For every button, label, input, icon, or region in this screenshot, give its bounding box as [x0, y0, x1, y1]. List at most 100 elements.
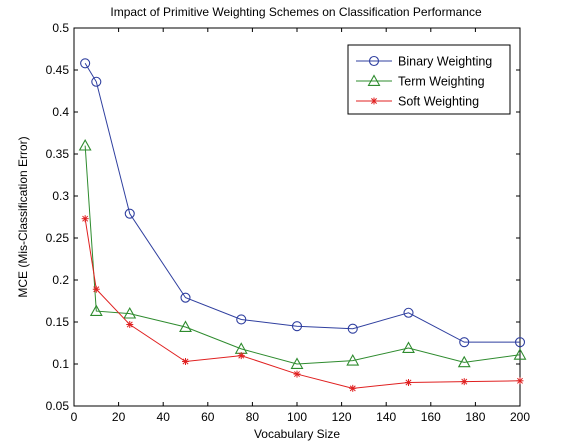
- x-tick-label: 180: [465, 410, 485, 424]
- data-point: [293, 370, 301, 378]
- x-tick-label: 120: [332, 410, 352, 424]
- circle-marker: [368, 55, 380, 67]
- data-point: [124, 208, 135, 219]
- y-tick-label: 0.5: [52, 21, 69, 35]
- star-marker: [405, 378, 412, 386]
- star-marker: [516, 377, 524, 385]
- series-line: [84, 63, 520, 343]
- triangle-marker: [513, 348, 527, 360]
- star-marker: [370, 97, 378, 105]
- circle-marker: [403, 307, 414, 318]
- star-marker: [460, 378, 468, 386]
- triangle-marker: [367, 74, 381, 86]
- data-point: [514, 337, 526, 348]
- x-tick-label: 80: [246, 410, 260, 424]
- x-tick-label: 0: [71, 410, 78, 424]
- circle-marker: [347, 323, 358, 334]
- series-term-weighting: [78, 138, 527, 369]
- data-point: [403, 307, 414, 318]
- data-point: [457, 355, 471, 368]
- legend-entry: Soft Weighting: [356, 95, 479, 109]
- circle-marker: [514, 337, 526, 348]
- triangle-marker: [89, 304, 103, 317]
- star-marker: [349, 384, 357, 392]
- data-point: [290, 357, 304, 369]
- circle-marker: [236, 314, 247, 325]
- series-soft-weighting: [81, 215, 524, 392]
- data-point: [291, 321, 303, 332]
- y-tick-label: 0.15: [46, 315, 70, 329]
- data-point: [349, 384, 357, 392]
- data-point: [516, 377, 524, 385]
- star-marker: [92, 285, 100, 293]
- triangle-marker: [457, 355, 471, 368]
- circle-marker: [91, 76, 102, 87]
- triangle-marker: [78, 138, 92, 151]
- data-point: [180, 292, 191, 303]
- data-point: [346, 354, 360, 366]
- data-point: [89, 304, 103, 317]
- y-tick-label: 0.4: [52, 105, 69, 119]
- data-point: [459, 337, 470, 348]
- y-tick-label: 0.45: [46, 63, 70, 77]
- y-tick-label: 0.05: [46, 399, 70, 413]
- star-marker: [182, 357, 189, 365]
- legend-entry: Term Weighting: [356, 74, 485, 89]
- data-point: [405, 378, 412, 386]
- data-point: [123, 306, 137, 319]
- y-tick-label: 0.3: [52, 189, 69, 203]
- triangle-marker: [123, 306, 137, 319]
- data-point: [236, 314, 247, 325]
- star-marker: [293, 370, 301, 378]
- x-tick-label: 200: [510, 410, 530, 424]
- y-tick-label: 0.35: [46, 147, 70, 161]
- circle-marker: [80, 58, 91, 69]
- data-point: [402, 341, 415, 353]
- data-point: [513, 348, 527, 360]
- circle-marker: [291, 321, 303, 332]
- x-tick-label: 60: [201, 410, 215, 424]
- circle-marker: [124, 208, 135, 219]
- circle-marker: [180, 292, 191, 303]
- series-line: [84, 145, 521, 365]
- y-axis: 0.05 0.1 0.15 0.2 0.25 0.3 0.35 0.4 0.45 0.5: [46, 21, 520, 413]
- x-axis: 0 20 40 60 80 100 120 140 160 180 200: [71, 28, 530, 424]
- data-point: [91, 76, 102, 87]
- triangle-marker: [402, 341, 415, 353]
- chart-title: Impact of Primitive Weighting Schemes on…: [110, 5, 482, 19]
- y-tick-label: 0.1: [52, 357, 69, 371]
- legend: Binary Weighting Term Weighting Soft Weigh…: [347, 44, 511, 115]
- x-tick-label: 20: [112, 410, 126, 424]
- data-point: [237, 352, 245, 360]
- data-point: [92, 285, 100, 293]
- y-tick-label: 0.25: [46, 231, 70, 245]
- series-binary-weighting: [80, 58, 526, 348]
- data-point: [460, 378, 468, 386]
- data-point: [80, 58, 91, 69]
- series-line: [84, 218, 521, 389]
- legend-label: Term Weighting: [398, 75, 485, 89]
- triangle-marker: [179, 320, 192, 332]
- data-point: [182, 357, 189, 365]
- data-point: [179, 320, 192, 332]
- data-point: [126, 321, 134, 329]
- triangle-marker: [290, 357, 304, 369]
- series-layer: [78, 58, 527, 392]
- data-point: [347, 323, 358, 334]
- data-point: [81, 215, 89, 223]
- y-axis-title: MCE (Mis-Classification Error): [16, 136, 30, 297]
- x-tick-label: 140: [376, 410, 396, 424]
- star-marker: [126, 321, 134, 329]
- circle-marker: [459, 337, 470, 348]
- legend-label: Binary Weighting: [398, 55, 492, 69]
- legend-label: Soft Weighting: [398, 95, 479, 109]
- x-tick-label: 40: [157, 410, 171, 424]
- x-axis-title: Vocabulary Size: [254, 427, 340, 441]
- star-marker: [81, 215, 89, 223]
- x-tick-label: 160: [421, 410, 441, 424]
- triangle-marker: [346, 354, 360, 366]
- star-marker: [237, 352, 245, 360]
- y-tick-label: 0.2: [52, 273, 69, 287]
- data-point: [78, 138, 92, 151]
